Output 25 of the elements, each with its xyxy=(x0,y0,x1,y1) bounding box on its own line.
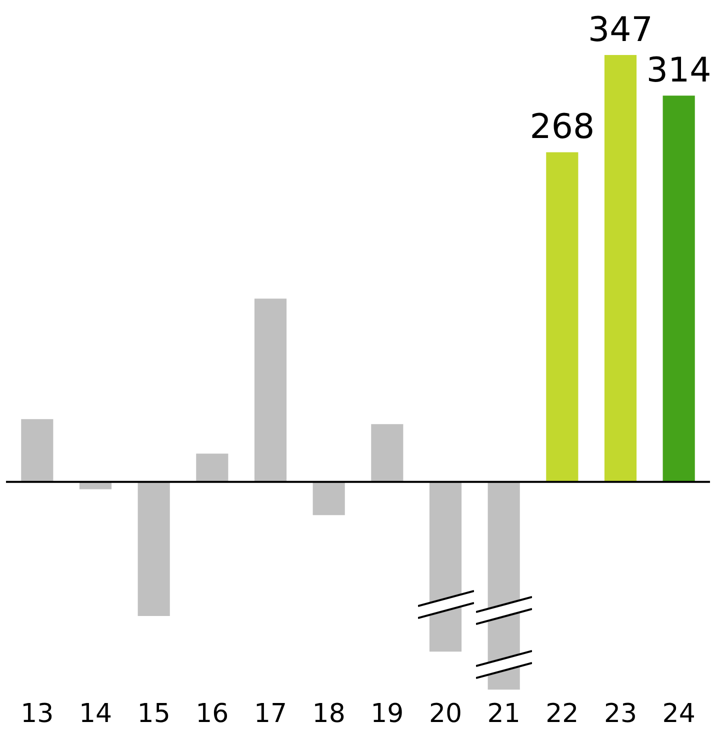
bar xyxy=(429,482,462,652)
bar xyxy=(604,55,637,482)
bar xyxy=(662,96,695,482)
bar xyxy=(371,424,404,482)
x-tick-label: 16 xyxy=(196,699,229,730)
x-tick-label: 18 xyxy=(312,699,346,730)
x-tick-label: 13 xyxy=(20,699,54,730)
bar xyxy=(196,454,228,482)
x-tick-label: 19 xyxy=(370,699,404,730)
x-tick-label: 24 xyxy=(662,699,696,730)
data-label: 347 xyxy=(588,10,653,50)
x-tick-label: 17 xyxy=(254,699,288,730)
x-tick-label: 14 xyxy=(78,699,112,730)
bar xyxy=(546,152,578,482)
bar xyxy=(312,482,345,516)
x-tick-label: 21 xyxy=(487,699,520,730)
data-label: 268 xyxy=(530,107,595,148)
bar xyxy=(21,419,54,482)
bar xyxy=(254,298,287,482)
x-tick-label: 20 xyxy=(428,699,462,730)
x-tick-label: 23 xyxy=(604,699,638,730)
bar xyxy=(138,482,170,616)
data-label: 314 xyxy=(646,50,712,90)
x-tick-label: 15 xyxy=(137,699,170,730)
x-tick-label: 22 xyxy=(546,699,579,730)
